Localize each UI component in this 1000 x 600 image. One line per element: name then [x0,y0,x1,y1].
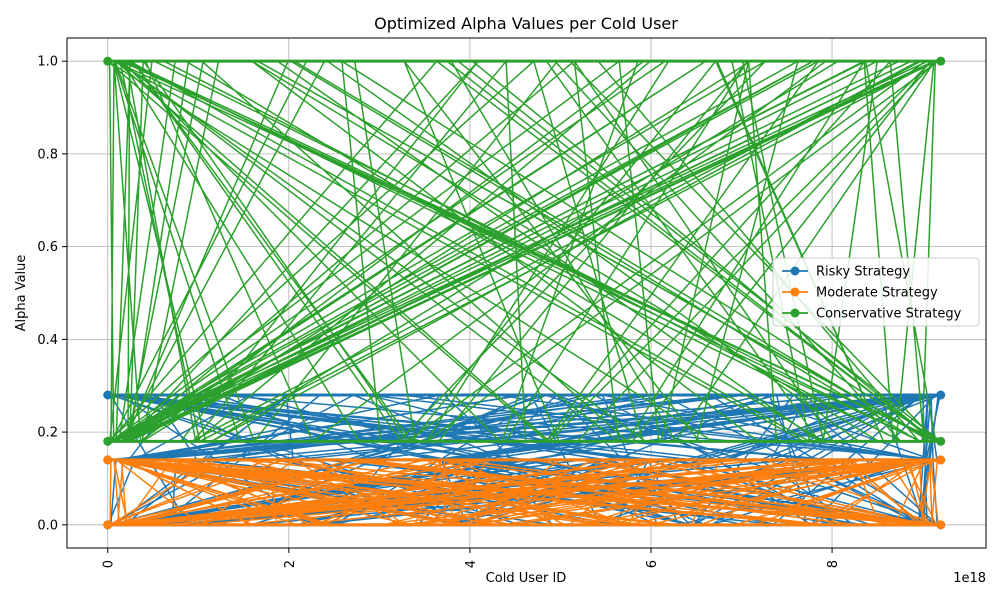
y-tick-label: 0.0 [37,518,58,533]
series-marker [936,56,946,66]
x-tick-label: 6 [645,560,660,568]
y-tick-label: 0.4 [37,333,58,348]
legend: Risky Strategy Moderate Strategy Conservat… [772,257,980,327]
plot-frame [66,37,987,549]
x-axis-title: Cold User ID [486,571,567,586]
y-tick-label: 0.2 [37,426,58,441]
x-tick-label: 4 [464,560,479,568]
series-marker [936,390,946,400]
x-axis-offset-label: 1e18 [953,571,986,586]
legend-marker [790,308,800,318]
series-marker [103,520,113,530]
series-layer [103,56,946,530]
x-tick-label: 0 [102,560,117,568]
legend-label: Moderate Strategy [816,286,938,301]
y-axis-title: Alpha Value [14,255,29,332]
series-marker [103,56,113,66]
y-tick-label: 1.0 [37,55,58,70]
y-tick-label: 0.8 [37,147,58,162]
series-conservative-strategy [103,56,946,446]
ticks: 0 2 4 6 8 0.0 0.2 0.4 0.6 0.8 1.0 [37,55,841,569]
x-tick-label: 2 [283,560,298,568]
y-tick-label: 0.6 [37,240,58,255]
legend-marker [790,266,800,276]
legend-label: Conservative Strategy [816,307,962,322]
series-marker [936,520,946,530]
x-tick-label: 8 [826,560,841,568]
legend-label: Risky Strategy [816,265,910,280]
chart-title: Optimized Alpha Values per Cold User [374,14,678,33]
series-marker [103,455,113,465]
series-moderate-strategy [103,455,946,530]
series-marker [103,390,113,400]
legend-box [772,257,980,327]
legend-marker [790,287,800,297]
series-marker [936,455,946,465]
series-marker [103,436,113,446]
series-marker [936,436,946,446]
